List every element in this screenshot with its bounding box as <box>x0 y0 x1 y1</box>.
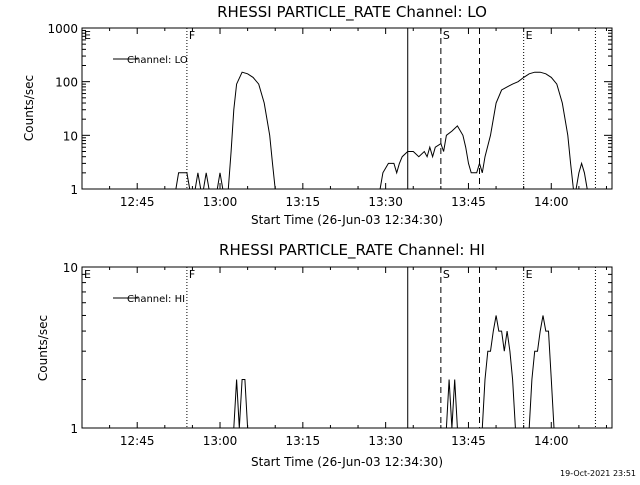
y-tick-label-lo-2: 100 <box>55 76 78 90</box>
marker-label-lo-3: S <box>443 29 450 42</box>
trace-lo-4 <box>575 161 588 190</box>
trace-hi-0 <box>233 379 249 429</box>
x-tick-label-hi-0: 12:45 <box>120 434 155 448</box>
x-axis-label-hi: Start Time (26-Jun-03 12:34:30) <box>251 455 443 469</box>
trace-lo-3 <box>379 71 574 190</box>
marker-label-lo-0: E <box>84 29 91 42</box>
plot-frame-lo <box>81 27 613 190</box>
y-tick-label-lo-1: 10 <box>63 129 78 143</box>
y-tick-label-lo-3: 1000 <box>47 22 78 36</box>
trace-hi-1 <box>445 379 458 429</box>
x-tick-label-lo-1: 13:00 <box>203 195 238 209</box>
x-tick-label-hi-4: 13:45 <box>451 434 486 448</box>
marker-label-hi-1: F <box>189 268 195 281</box>
plot-lo: 12:45 13:00 13:15 13:30 13:45 14:00 1 10 100 1000… <box>47 22 613 209</box>
legend-label-lo: Channel: LO <box>127 55 188 66</box>
chart-title-hi: RHESSI PARTICLE_RATE Channel: HI <box>219 241 485 260</box>
x-tick-label-lo-3: 13:30 <box>368 195 403 209</box>
y-tick-label-lo-0: 1 <box>70 183 78 197</box>
y-tick-label-hi-1: 10 <box>63 261 78 275</box>
legend-label-hi: Channel: HI <box>127 294 185 305</box>
marker-label-lo-1: F <box>189 29 195 42</box>
y-axis-label-lo: Counts/sec <box>22 75 36 141</box>
plot-frame-hi <box>81 266 613 429</box>
x-tick-label-lo-2: 13:15 <box>286 195 321 209</box>
x-tick-label-lo-5: 14:00 <box>534 195 569 209</box>
trace-lo-0 <box>175 172 191 190</box>
y-axis-label-hi: Counts/sec <box>36 315 50 381</box>
x-tick-label-hi-2: 13:15 <box>286 434 321 448</box>
timestamp: 19-Oct-2021 23:51 <box>560 469 636 478</box>
x-tick-label-lo-0: 12:45 <box>120 195 155 209</box>
x-axis-label-lo: Start Time (26-Jun-03 12:34:30) <box>251 213 443 227</box>
trace-hi-3 <box>528 315 555 429</box>
trace-hi-2 <box>481 315 516 429</box>
plot-hi: 12:45 13:00 13:15 13:30 13:45 14:00 1 10 E F S E <box>63 261 613 448</box>
x-tick-label-hi-3: 13:30 <box>368 434 403 448</box>
x-tick-label-lo-4: 13:45 <box>451 195 486 209</box>
chart-title-lo: RHESSI PARTICLE_RATE Channel: LO <box>217 3 487 22</box>
marker-label-hi-3: S <box>443 268 450 281</box>
marker-label-lo-5: E <box>526 29 533 42</box>
x-tick-label-hi-1: 13:00 <box>203 434 238 448</box>
x-tick-label-hi-5: 14:00 <box>534 434 569 448</box>
y-tick-label-hi-0: 1 <box>70 422 78 436</box>
trace-lo-2 <box>227 71 276 190</box>
marker-label-hi-5: E <box>526 268 533 281</box>
trace-lo-1 <box>194 172 224 190</box>
marker-label-hi-0: E <box>84 268 91 281</box>
